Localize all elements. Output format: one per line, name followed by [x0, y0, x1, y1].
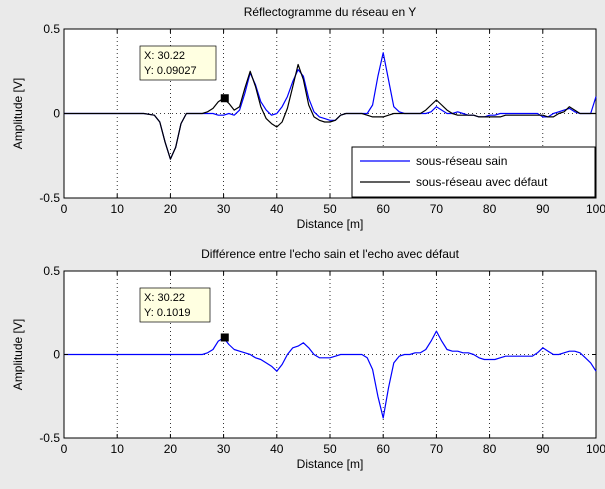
y-tick-label: -0.5	[39, 431, 60, 445]
x-tick-label: 80	[483, 202, 497, 216]
top-plot-title: Réflectogramme du réseau en Y	[244, 5, 417, 19]
x-tick-label: 50	[323, 442, 337, 456]
series-line-0	[64, 330, 597, 419]
x-tick-label: 20	[164, 442, 178, 456]
bottom-plot-title: Différence entre l'echo sain et l'echo a…	[201, 247, 460, 261]
bottom-plot-data-tip[interactable]: X: 30.22 Y: 0.1019	[139, 287, 229, 342]
y-tick-label: 0.5	[43, 264, 60, 278]
top-plot: 0 10 20 30 40 50 60 70 80 90 100-0.500.5 Réflectog…	[11, 5, 605, 231]
series-line-1	[64, 63, 596, 160]
bottom-plot-y-axis-label: Amplitude [V]	[11, 319, 25, 390]
bottom-plot-ticks: 0 10 20 30 40 50 60 70 80 90 100-0.500.5	[39, 264, 605, 456]
top-plot-ticks: 0 10 20 30 40 50 60 70 80 90 100-0.500.5	[39, 22, 605, 216]
top-plot-legend: sous-réseau sain sous-réseau avec défaut	[351, 146, 596, 198]
legend-label-avec-defaut: sous-réseau avec défaut	[416, 175, 548, 189]
x-tick-label: 90	[536, 202, 550, 216]
x-tick-label: 70	[430, 442, 444, 456]
top-plot-data-tip-y: Y: 0.09027	[144, 65, 197, 77]
y-tick-label: 0.5	[43, 22, 60, 36]
top-plot-x-axis-label: Distance [m]	[297, 217, 364, 231]
top-plot-data-tip-marker[interactable]	[220, 94, 229, 103]
bottom-plot-lines	[64, 330, 597, 419]
bottom-plot-x-axis-label: Distance [m]	[297, 457, 364, 471]
x-tick-label: 100	[586, 202, 605, 216]
x-tick-label: 0	[61, 202, 68, 216]
series-line-0	[64, 52, 597, 160]
bottom-plot-data-tip-marker[interactable]	[220, 333, 229, 342]
x-tick-label: 70	[430, 202, 444, 216]
legend-label-sain: sous-réseau sain	[416, 154, 507, 168]
y-tick-label: 0	[53, 107, 60, 121]
top-plot-data-tip-box	[139, 45, 217, 81]
x-tick-label: 60	[377, 202, 391, 216]
x-tick-label: 30	[217, 442, 231, 456]
x-tick-label: 40	[270, 442, 284, 456]
x-tick-label: 30	[217, 202, 231, 216]
bottom-plot-data-tip-x: X: 30.22	[144, 292, 185, 304]
bottom-plot-data-tip-y: Y: 0.1019	[144, 307, 191, 319]
x-tick-label: 10	[111, 202, 125, 216]
bottom-plot-data-tip-box	[139, 287, 211, 323]
x-tick-label: 10	[111, 442, 125, 456]
x-tick-label: 90	[536, 442, 550, 456]
top-plot-data-tip-x: X: 30.22	[144, 50, 185, 62]
x-tick-label: 0	[61, 442, 68, 456]
x-tick-label: 100	[586, 442, 605, 456]
x-tick-label: 40	[270, 202, 284, 216]
top-plot-legend-box	[351, 146, 596, 198]
top-plot-y-axis-label: Amplitude [V]	[11, 78, 25, 149]
bottom-plot: 0 10 20 30 40 50 60 70 80 90 100-0.500.5 Différenc…	[11, 247, 605, 471]
x-tick-label: 80	[483, 442, 497, 456]
y-tick-label: -0.5	[39, 191, 60, 205]
x-tick-label: 60	[377, 442, 391, 456]
x-tick-label: 50	[323, 202, 337, 216]
top-plot-data-tip[interactable]: X: 30.22 Y: 0.09027	[139, 45, 229, 103]
top-plot-lines	[64, 52, 597, 160]
y-tick-label: 0	[53, 348, 60, 362]
x-tick-label: 20	[164, 202, 178, 216]
